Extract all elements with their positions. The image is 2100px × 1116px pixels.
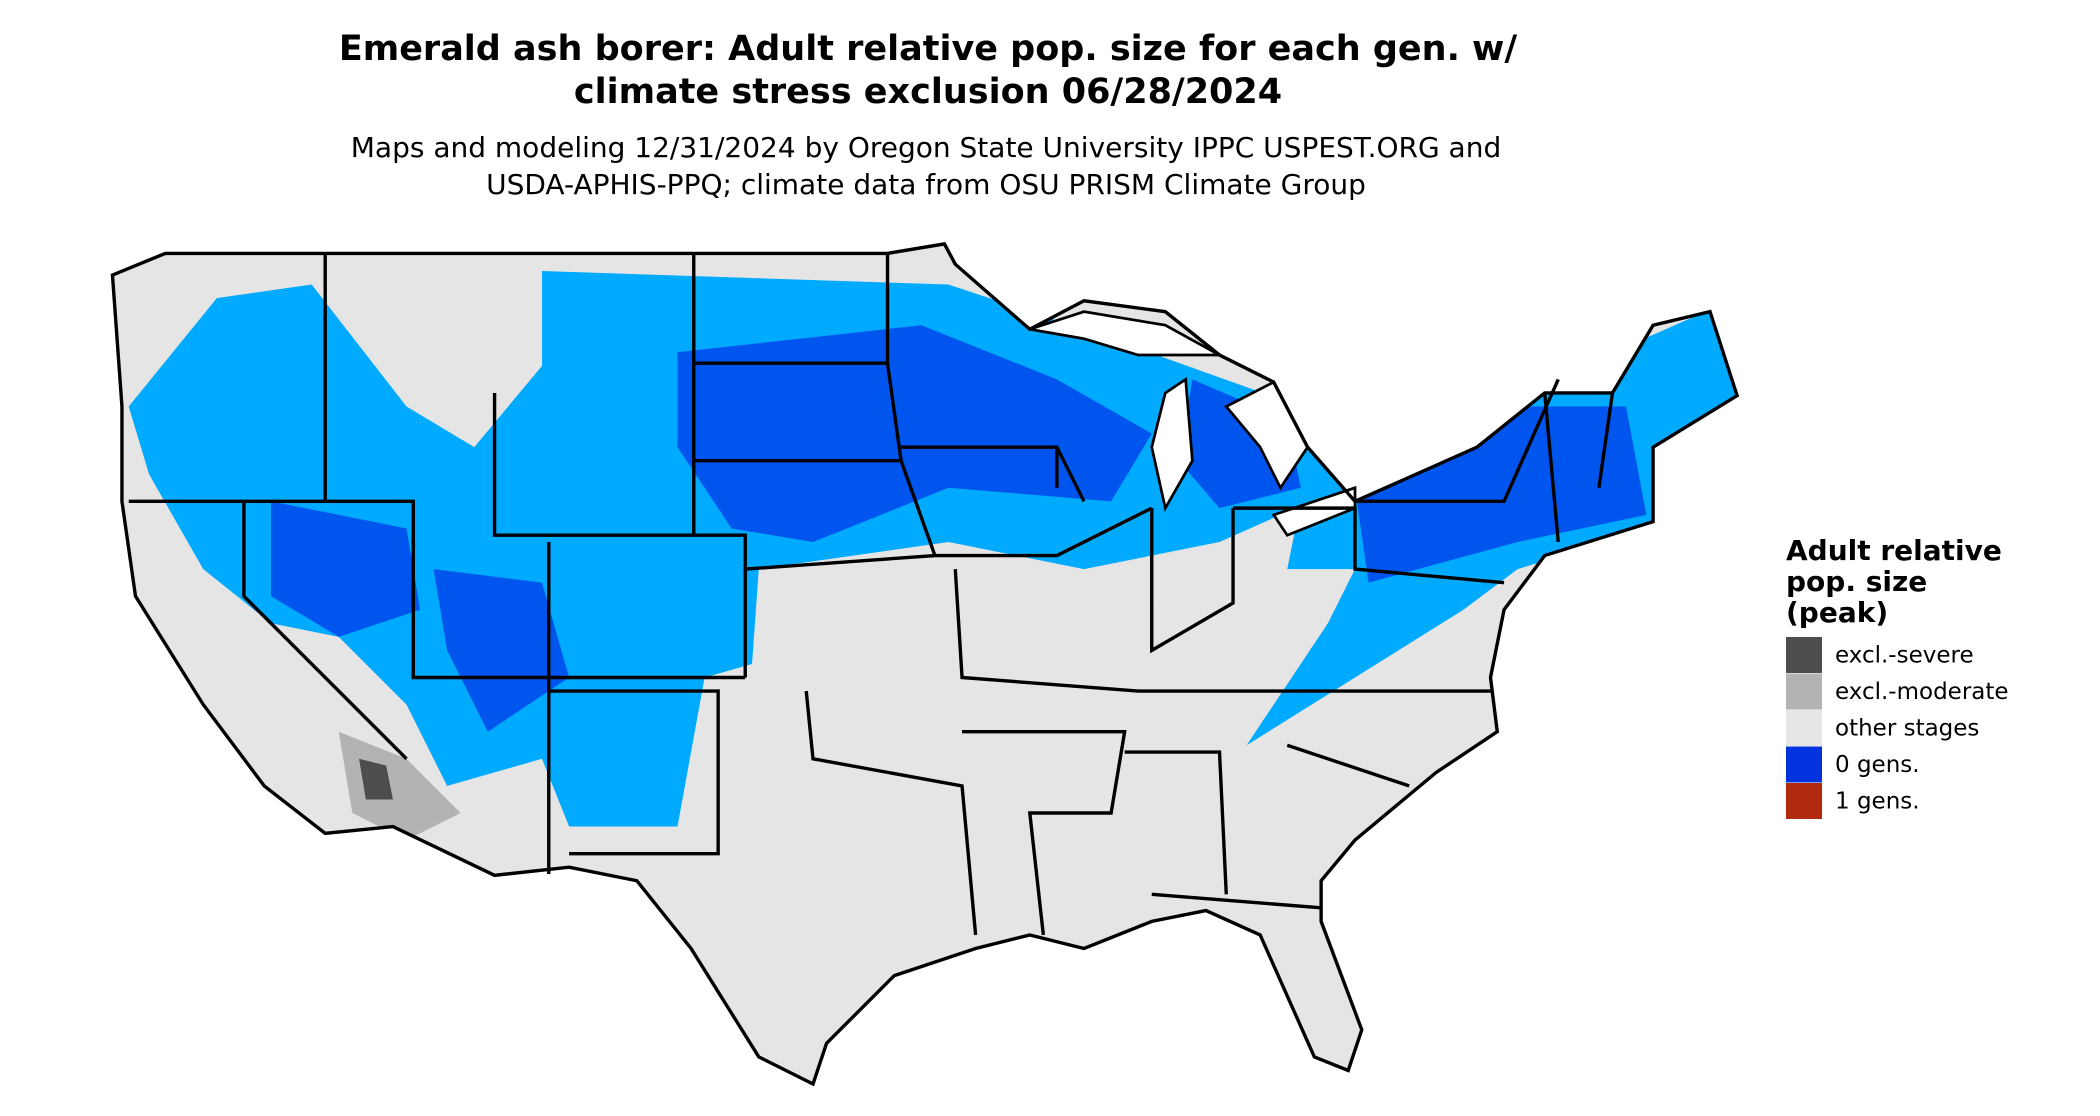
legend-swatch (1786, 746, 1822, 783)
legend-label: 0 gens. (1835, 752, 1920, 778)
legend: excl.-severe excl.-moderate other stages 0 … (1786, 637, 2009, 819)
legend-title-line: pop. size (1786, 565, 1927, 598)
title-line: climate stress exclusion 06/28/2024 (574, 72, 1282, 112)
legend-swatch (1786, 710, 1822, 746)
population-areas (128, 271, 1738, 841)
title-line: Emerald ash borer: Adult relative pop. s… (339, 29, 1518, 69)
subtitle-line: USDA-APHIS-PPQ; climate data from OSU PR… (486, 168, 1366, 201)
legend-title-line: (peak) (1786, 596, 1888, 629)
legend-label: excl.-severe (1835, 643, 1974, 669)
legend-swatch (1786, 637, 1822, 673)
legend-swatch (1786, 783, 1822, 819)
state-borders (110, 242, 1739, 1086)
subtitle-line: Maps and modeling 12/31/2024 by Oregon S… (351, 131, 1502, 164)
legend-label: other stages (1835, 716, 1979, 742)
legend-label: excl.-moderate (1835, 679, 2009, 705)
legend-title-line: Adult relative (1786, 534, 2002, 567)
legend-label: 1 gens. (1835, 789, 1920, 815)
map (110, 242, 1739, 1086)
legend-swatch (1786, 673, 1822, 710)
